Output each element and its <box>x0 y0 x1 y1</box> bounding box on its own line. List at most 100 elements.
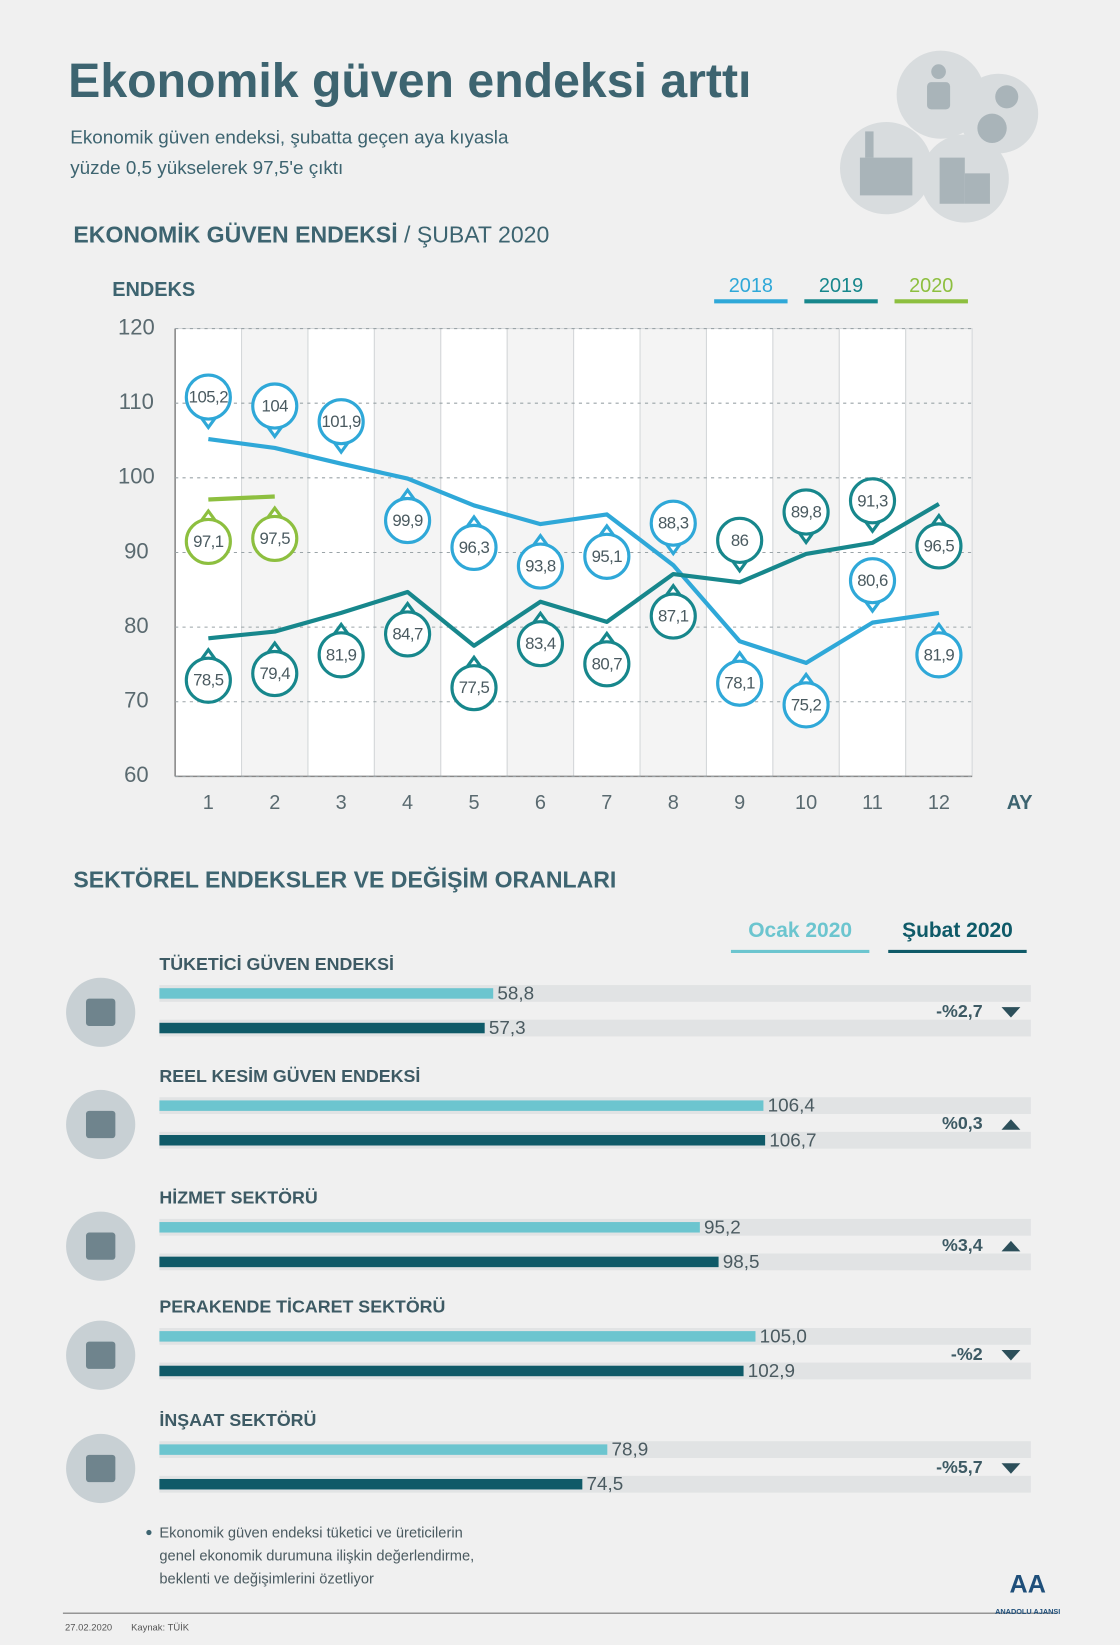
footnote: Ekonomik güven endeksi tüketici ve üreti… <box>159 1525 462 1541</box>
x-tick-label: 8 <box>668 792 679 814</box>
y-tick-label: 60 <box>124 762 149 787</box>
label-bubble <box>317 631 365 679</box>
value-label: 106,4 <box>768 1095 815 1116</box>
label-bubble <box>383 610 432 658</box>
category-label: PERAKENDE TİCARET SEKTÖRÜ <box>159 1297 445 1317</box>
value-label: 101,9 <box>322 412 362 431</box>
x-tick-label: 4 <box>402 792 413 814</box>
category-label: HİZMET SEKTÖRÜ <box>159 1188 317 1208</box>
bar <box>159 1331 756 1342</box>
value-label: 80,6 <box>857 571 888 590</box>
x-tick-label: 5 <box>468 792 479 814</box>
change-label: %0,3 <box>942 1113 983 1133</box>
value-label: 86 <box>731 531 749 550</box>
label-bubble <box>383 496 432 545</box>
value-label: 78,9 <box>612 1439 649 1460</box>
page-subtitle: yüzde 0,5 yükselerek 97,5'e çıktı <box>70 157 343 178</box>
value-label: 97,1 <box>193 532 224 551</box>
chart-title-main: EKONOMİK GÜVEN ENDEKSİ <box>73 221 397 247</box>
footnote: genel ekonomik durumuna ilişkin değerlen… <box>159 1548 474 1564</box>
bar <box>159 1478 583 1490</box>
label-bubble <box>251 514 299 563</box>
arrow-down <box>1001 1463 1021 1474</box>
label-bubble <box>251 382 299 430</box>
bar <box>159 1022 485 1034</box>
label-bubble <box>716 659 764 707</box>
value-label: 96,5 <box>924 536 955 555</box>
y-tick-label: 70 <box>124 688 149 713</box>
value-label: 81,9 <box>924 645 955 664</box>
x-tick-label: 3 <box>336 792 347 814</box>
legend-label: Ocak 2020 <box>748 919 852 942</box>
agency-name: ANADOLU AJANSI <box>995 1607 1060 1616</box>
header-icons <box>840 50 1039 223</box>
series-line <box>208 502 940 648</box>
value-label: 78,1 <box>724 674 755 693</box>
y-tick-label: 80 <box>124 613 149 638</box>
value-label: 78,5 <box>193 671 224 690</box>
legend-label: 2020 <box>909 275 953 297</box>
logo: AA <box>1010 1571 1046 1599</box>
x-tick-label: 6 <box>535 792 546 814</box>
label-bubble <box>848 477 897 525</box>
sector-icon-glyph <box>85 1454 116 1483</box>
label-bubble <box>184 373 232 421</box>
label-bubble <box>716 516 764 564</box>
label-bubble <box>649 592 697 640</box>
value-label: 57,3 <box>489 1017 526 1038</box>
x-tick-label: 11 <box>862 792 883 814</box>
value-label: 102,9 <box>748 1360 795 1381</box>
page-subtitle: Ekonomik güven endeksi, şubatta geçen ay… <box>70 127 509 148</box>
value-label: 84,7 <box>392 624 423 643</box>
category-label: TÜKETİCİ GÜVEN ENDEKSİ <box>159 954 394 974</box>
value-label: 81,9 <box>326 645 357 664</box>
x-tick-label: 1 <box>203 792 214 814</box>
x-axis-label: AY <box>1007 792 1033 814</box>
sector-icon-glyph <box>85 1341 116 1369</box>
chart-title: SEKTÖREL ENDEKSLER VE DEĞİŞİM ORANLARI <box>73 865 616 892</box>
x-tick-label: 9 <box>734 792 745 814</box>
change-label: -%2,7 <box>936 1001 983 1021</box>
value-label: 97,5 <box>259 529 290 548</box>
bar <box>159 1256 719 1268</box>
label-bubble <box>915 522 963 570</box>
label-bubble <box>915 631 963 679</box>
x-tick-label: 10 <box>795 792 817 814</box>
value-label: 77,5 <box>459 678 490 697</box>
value-label: 105,0 <box>760 1325 807 1346</box>
sector-icon-glyph <box>85 1232 116 1260</box>
chart-subtitle: / ŞUBAT 2020 <box>404 221 549 247</box>
value-label: 105,2 <box>189 388 229 407</box>
label-bubble <box>450 664 498 712</box>
footnote: beklenti ve değişimlerini özetliyor <box>159 1572 374 1588</box>
x-tick-label: 2 <box>269 792 280 814</box>
label-bubble <box>184 517 232 566</box>
arrow-up <box>1001 1240 1021 1252</box>
label-bubble <box>583 640 631 688</box>
value-label: 58,8 <box>497 982 534 1003</box>
value-label: 83,4 <box>525 634 556 653</box>
label-bubble <box>251 649 299 698</box>
label-bubble <box>583 532 631 580</box>
legend-label: Şubat 2020 <box>902 919 1013 942</box>
x-tick-label: 7 <box>601 792 612 814</box>
column-band <box>373 328 442 777</box>
bar <box>159 1100 764 1111</box>
value-label: 80,7 <box>592 654 623 673</box>
legend-label: 2018 <box>729 275 773 297</box>
sector-icon-glyph <box>85 998 116 1026</box>
footer-source: Kaynak: TÜİK <box>131 1621 190 1632</box>
value-label: 106,7 <box>769 1129 816 1150</box>
bar <box>159 1222 700 1233</box>
y-tick-label: 100 <box>118 464 155 489</box>
label-bubble <box>317 398 365 446</box>
label-bubble <box>516 542 565 590</box>
value-label: 79,4 <box>259 664 290 683</box>
value-label: 99,9 <box>392 511 423 530</box>
change-label: -%5,7 <box>936 1457 983 1477</box>
value-label: 98,5 <box>723 1251 760 1272</box>
value-label: 89,8 <box>791 502 822 521</box>
sector-icon-glyph <box>85 1110 116 1139</box>
arrow-down <box>1001 1007 1021 1018</box>
